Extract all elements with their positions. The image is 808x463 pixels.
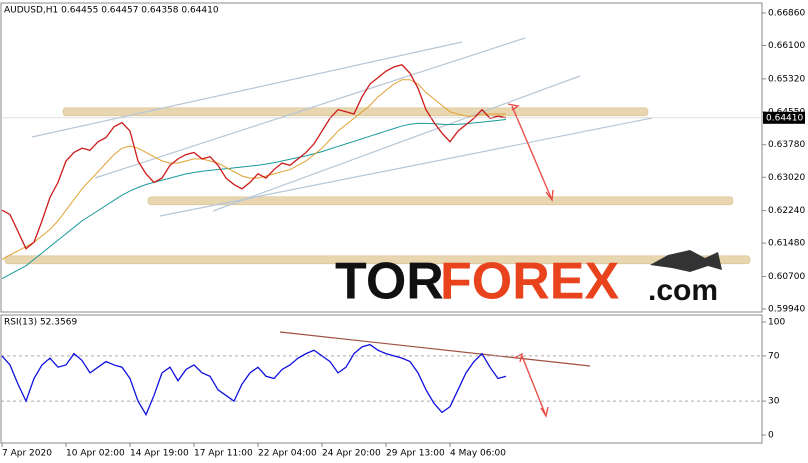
bull-logo bbox=[650, 250, 722, 272]
level-zone bbox=[147, 196, 734, 206]
watermark: FOREX bbox=[440, 253, 619, 311]
last-price-box bbox=[763, 111, 805, 124]
level-zone bbox=[4, 255, 751, 265]
channel-line bbox=[31, 41, 463, 138]
y-tick-label: 0 bbox=[768, 431, 774, 441]
forecast-arrow bbox=[511, 105, 554, 202]
series-line bbox=[1, 119, 507, 280]
watermark: TOR bbox=[335, 253, 444, 311]
rsi-title: RSI(13) 52.3569 bbox=[4, 318, 77, 328]
x-tick-label: 7 Apr 2020 bbox=[2, 449, 52, 459]
arrow-head bbox=[507, 103, 520, 111]
y-tick-label: 0.62240 bbox=[768, 206, 805, 216]
rsi-panel bbox=[0, 314, 763, 444]
x-tick-label: 24 Apr 20:00 bbox=[322, 449, 381, 459]
price-panel bbox=[0, 2, 763, 313]
y-tick-label: 0.66100 bbox=[768, 41, 805, 51]
y-tick-label: 70 bbox=[768, 351, 780, 361]
x-tick-label: 14 Apr 19:00 bbox=[130, 449, 189, 459]
rsi-arrow bbox=[513, 352, 549, 418]
y-tick-label: 0.63780 bbox=[768, 140, 805, 150]
y-tick-label: 0.65320 bbox=[768, 74, 805, 84]
y-tick-label: 0.61480 bbox=[768, 239, 805, 249]
y-tick-label: 30 bbox=[768, 397, 780, 407]
last-price-label: 0.64410 bbox=[766, 113, 803, 123]
x-tick-label: 29 Apr 13:00 bbox=[386, 449, 445, 459]
series-line bbox=[1, 64, 507, 250]
y-tick-label: 0.63020 bbox=[768, 173, 805, 183]
channel-line bbox=[159, 117, 653, 217]
y-tick-label: 0.60700 bbox=[768, 272, 805, 282]
x-tick-label: 10 Apr 02:00 bbox=[66, 449, 125, 459]
y-tick-label: 100 bbox=[768, 318, 785, 328]
chart-title: AUDUSD,H1 0.64455 0.64457 0.64358 0.6441… bbox=[4, 6, 219, 16]
x-tick-label: 17 Apr 11:00 bbox=[194, 449, 253, 459]
rsi-trend-line bbox=[279, 331, 591, 367]
y-tick-label: 0.59940 bbox=[768, 305, 805, 315]
y-tick-label: 0.66860 bbox=[768, 9, 805, 19]
watermark: .com bbox=[648, 274, 718, 307]
x-tick-label: 4 May 06:00 bbox=[450, 449, 506, 459]
series-line bbox=[1, 79, 506, 260]
x-tick-label: 22 Apr 04:00 bbox=[258, 449, 317, 459]
series-line bbox=[1, 343, 507, 417]
channel-line bbox=[94, 37, 526, 179]
channel-line bbox=[212, 75, 581, 212]
